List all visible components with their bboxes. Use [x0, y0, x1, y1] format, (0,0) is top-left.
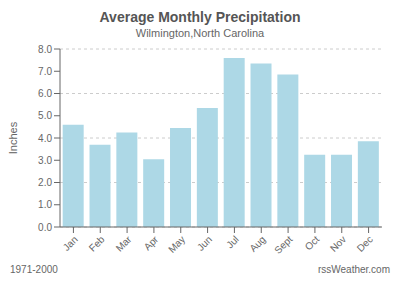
svg-text:Sept: Sept: [272, 234, 294, 256]
svg-text:2.0: 2.0: [38, 177, 52, 188]
svg-text:1.0: 1.0: [38, 199, 52, 210]
svg-text:Aug: Aug: [247, 234, 267, 254]
svg-text:8.0: 8.0: [38, 44, 52, 55]
svg-text:Oct: Oct: [303, 234, 322, 253]
svg-text:Jun: Jun: [195, 234, 214, 253]
svg-text:Apr: Apr: [142, 233, 161, 252]
svg-text:6.0: 6.0: [38, 88, 52, 99]
html-text:Wilmington,North Carolina: Wilmington,North Carolina: [135, 27, 265, 39]
svg-text:0.0: 0.0: [38, 222, 52, 233]
svg-text:May: May: [166, 234, 187, 255]
html-text:rssWeather.com: rssWeather.com: [317, 264, 390, 275]
svg-text:Dec: Dec: [355, 234, 375, 254]
html-text:Average Monthly Precipitation: Average Monthly Precipitation: [99, 9, 301, 25]
svg-text:Nov: Nov: [328, 234, 348, 254]
svg-text:Inches: Inches: [8, 121, 19, 154]
svg-text:Jul: Jul: [224, 234, 241, 251]
html-text:1971-2000: 1971-2000: [10, 264, 58, 275]
svg-text:Feb: Feb: [87, 233, 107, 253]
svg-text:7.0: 7.0: [38, 66, 52, 77]
svg-text:5.0: 5.0: [38, 110, 52, 121]
svg-text:Mar: Mar: [114, 233, 134, 253]
svg-text:4.0: 4.0: [38, 133, 52, 144]
svg-text:3.0: 3.0: [38, 155, 52, 166]
svg-text:Jan: Jan: [61, 234, 80, 253]
